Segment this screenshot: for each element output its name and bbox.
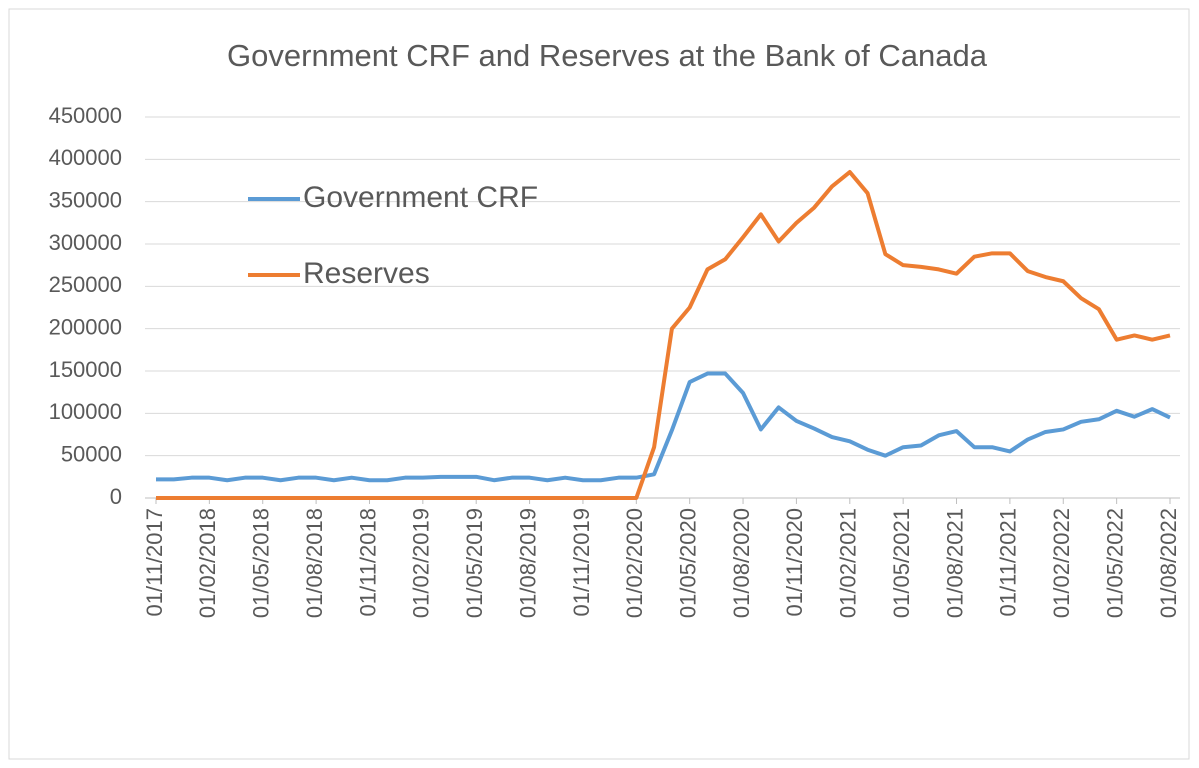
line-series	[156, 371, 1171, 483]
x-tick-label: 01/05/2019	[462, 508, 487, 618]
x-tick-label: 01/02/2019	[409, 508, 434, 618]
y-tick-label: 450000	[49, 103, 122, 128]
x-tick-label: 01/08/2022	[1156, 508, 1181, 618]
x-tick-label: 01/08/2018	[302, 508, 327, 618]
y-tick-label: 200000	[49, 314, 122, 339]
x-tick-label: 01/11/2020	[782, 508, 807, 616]
y-tick-label: 50000	[61, 441, 122, 466]
x-tick-label: 01/02/2021	[836, 508, 861, 618]
chart-title: Government CRF and Reserves at the Bank …	[227, 38, 988, 73]
legend-label: Government CRF	[303, 181, 538, 214]
x-tick-label: 01/02/2020	[622, 508, 647, 618]
chart-frame	[8, 8, 1190, 760]
x-tick-label: 01/02/2018	[195, 508, 220, 618]
y-tick-label: 400000	[49, 145, 122, 170]
line-series	[156, 170, 1171, 500]
x-tick-label: 01/05/2020	[675, 508, 700, 618]
x-tick-label: 01/11/2018	[355, 508, 380, 616]
y-tick-label: 150000	[49, 357, 122, 382]
y-tick-label: 250000	[49, 272, 122, 297]
y-tick-label: 0	[110, 484, 122, 509]
x-tick-label: 01/05/2018	[249, 508, 274, 618]
x-tick-label: 01/11/2019	[569, 508, 594, 616]
x-tick-label: 01/05/2021	[889, 508, 914, 618]
legend-label: Reserves	[303, 257, 430, 290]
x-tick-label: 01/05/2022	[1102, 508, 1127, 618]
x-tick-label: 01/08/2020	[729, 508, 754, 618]
x-tick-label: 01/11/2021	[996, 508, 1021, 616]
y-tick-label: 300000	[49, 230, 122, 255]
x-tick-label: 01/02/2022	[1049, 508, 1074, 618]
x-tick-label: 01/08/2021	[942, 508, 967, 618]
x-tick-label: 01/11/2017	[142, 508, 167, 616]
y-tick-label: 350000	[49, 187, 122, 212]
x-tick-label: 01/08/2019	[515, 508, 540, 618]
y-tick-label: 100000	[49, 399, 122, 424]
